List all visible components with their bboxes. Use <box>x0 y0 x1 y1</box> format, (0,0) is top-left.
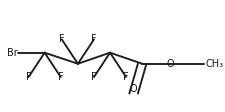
Text: F: F <box>58 72 63 82</box>
Text: Br: Br <box>7 48 18 58</box>
Text: O: O <box>129 84 137 94</box>
Text: F: F <box>26 72 31 82</box>
Text: O: O <box>166 59 173 69</box>
Text: CH₃: CH₃ <box>205 59 223 69</box>
Text: F: F <box>91 72 96 82</box>
Text: F: F <box>123 72 128 82</box>
Text: F: F <box>91 34 96 44</box>
Text: F: F <box>59 34 64 44</box>
